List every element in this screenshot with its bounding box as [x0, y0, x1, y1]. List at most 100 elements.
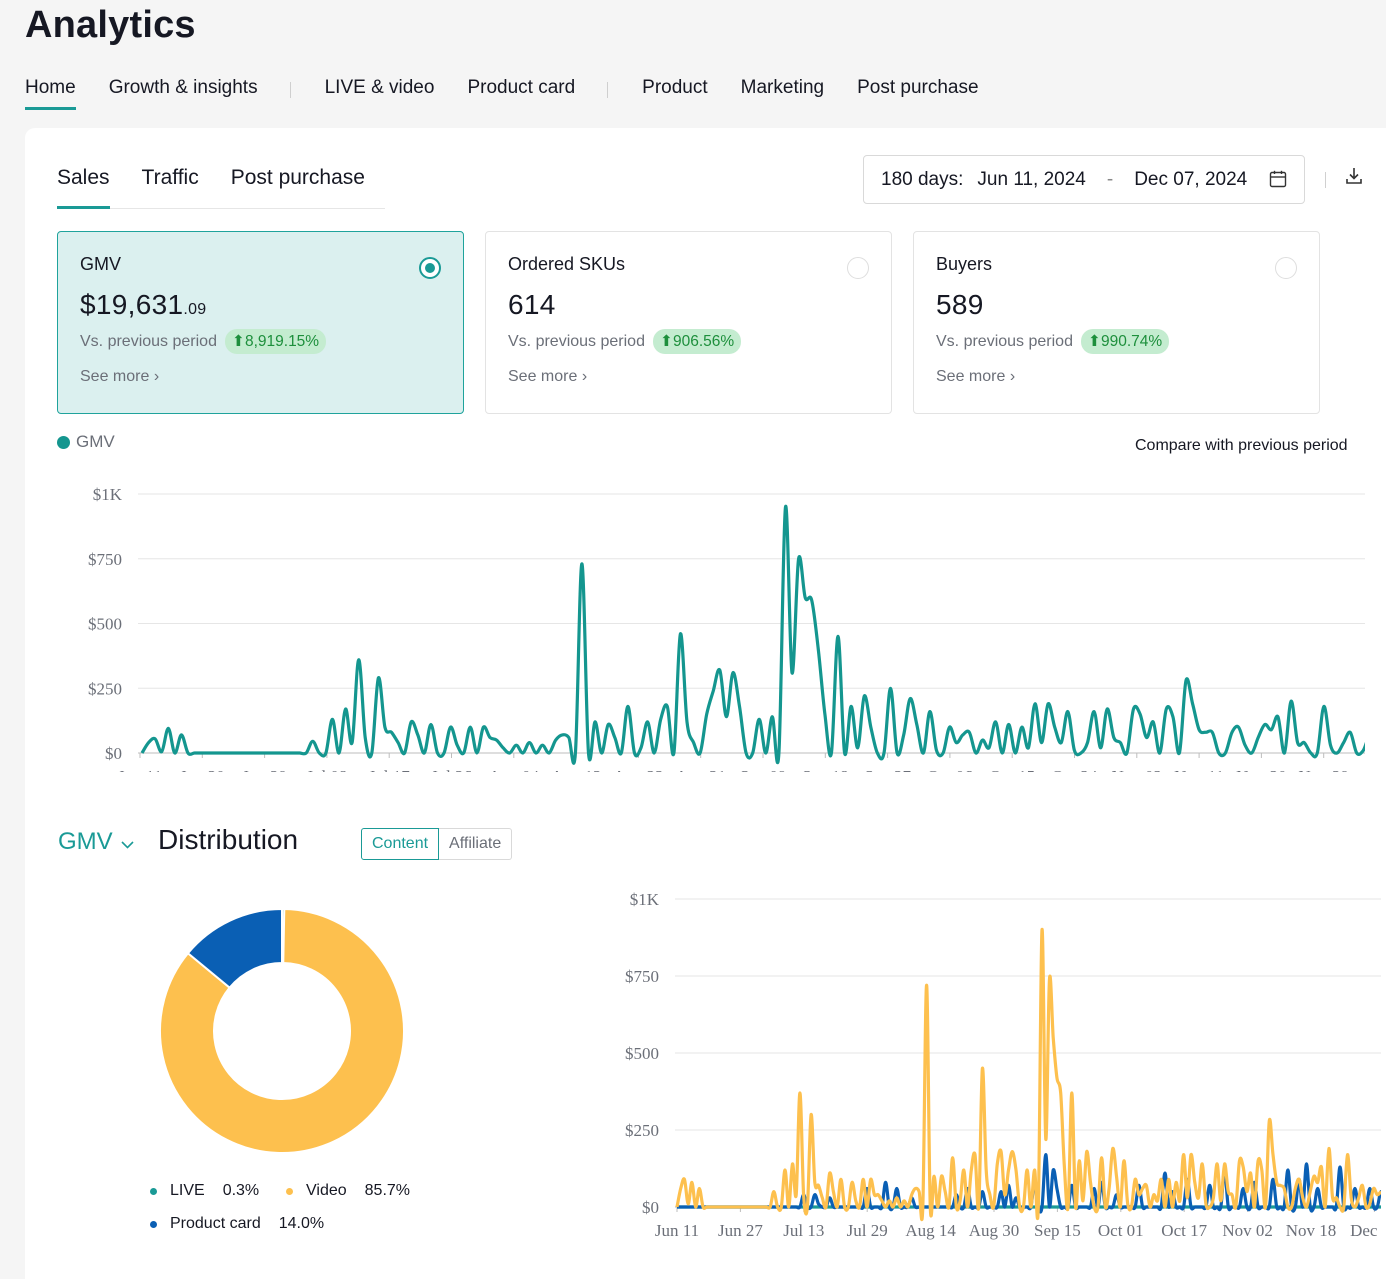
- tab-sales[interactable]: Sales: [57, 164, 110, 209]
- content-card: Sales Traffic Post purchase 180 days: Ju…: [25, 128, 1386, 1279]
- tab-post-purchase[interactable]: Post purchase: [230, 166, 365, 189]
- x-tick-label: Sep 15: [1034, 1221, 1081, 1240]
- legend-dot: [150, 1187, 157, 1195]
- distribution-donut-chart: [159, 908, 405, 1154]
- date-separator: -: [1106, 168, 1114, 190]
- metric-card-gmv[interactable]: GMV $19,631.09 Vs. previous period ⬆︎8,91…: [57, 231, 464, 414]
- change-badge: ⬆︎990.74%: [1080, 329, 1170, 354]
- x-tick-label: Jul 26: [431, 767, 472, 772]
- x-tick-label: Aug 31: [675, 767, 726, 772]
- y-tick-label: $750: [88, 550, 122, 569]
- change-badge: ⬆︎906.56%: [652, 329, 742, 354]
- y-tick-label: $750: [625, 967, 659, 986]
- x-tick-label: Oct 15: [989, 767, 1035, 772]
- x-tick-label: Jun 11: [118, 767, 162, 772]
- x-tick-label: Jul 13: [783, 1221, 824, 1240]
- metric-title: GMV: [80, 254, 122, 274]
- nav-live-video[interactable]: LIVE & video: [324, 77, 435, 98]
- x-tick-label: Jun 29: [242, 767, 287, 772]
- metric-card-ordered-skus[interactable]: Ordered SKUs 614 Vs. previous period ⬆︎90…: [485, 231, 892, 414]
- metric-radio[interactable]: [1275, 257, 1297, 279]
- donut-slice-video[interactable]: [159, 908, 405, 1154]
- x-tick-label: Jun 11: [655, 1221, 699, 1240]
- x-tick-label: Nov 02: [1222, 1221, 1273, 1240]
- date-range-picker[interactable]: 180 days: Jun 11, 2024 - Dec 07, 2024: [863, 155, 1305, 204]
- x-tick-label: Oct 17: [1161, 1221, 1207, 1240]
- sub-tabs: Sales Traffic Post purchase: [57, 164, 385, 209]
- metric-title: Buyers: [936, 254, 993, 274]
- legend-dot: [150, 1220, 157, 1228]
- x-tick-label: Jul 29: [847, 1221, 888, 1240]
- chevron-right-icon: ›: [153, 368, 160, 385]
- nav-marketing[interactable]: Marketing: [740, 77, 825, 98]
- metric-radio[interactable]: [419, 257, 441, 279]
- compare-previous-link[interactable]: Compare with previous period: [1135, 437, 1348, 454]
- x-tick-label: Dec 04: [1350, 1221, 1381, 1240]
- date-range-label: 180 days:: [881, 168, 964, 190]
- series-line-gmv: [140, 505, 1365, 765]
- x-tick-label: Nov 29: [1298, 767, 1349, 772]
- metric-value: 614: [508, 289, 556, 320]
- nav-divider: [289, 82, 291, 98]
- x-tick-label: Jul 17: [369, 767, 411, 772]
- x-tick-label: Nov 20: [1236, 767, 1287, 772]
- y-tick-label: $0: [642, 1198, 659, 1217]
- x-tick-label: Jul 08: [306, 767, 347, 772]
- metric-value: $19,631.09: [80, 289, 207, 320]
- chevron-right-icon: ›: [1009, 368, 1016, 385]
- legend-dot: [57, 435, 70, 449]
- nav-product[interactable]: Product: [642, 77, 708, 98]
- metric-value: 589: [936, 289, 984, 320]
- x-tick-label: Oct 01: [1098, 1221, 1144, 1240]
- x-tick-label: Aug 13: [551, 767, 602, 772]
- legend-item-live: LIVE 0.3%: [150, 1182, 259, 1200]
- nav-product-card[interactable]: Product card: [467, 77, 576, 98]
- main-nav: Home Growth & insights LIVE & video Prod…: [25, 77, 979, 113]
- trend-legend: GMV: [57, 432, 115, 452]
- calendar-icon[interactable]: [1269, 170, 1287, 194]
- toggle-affiliate[interactable]: Affiliate: [439, 828, 513, 860]
- x-tick-label: Aug 30: [969, 1221, 1020, 1240]
- donut-slice-product-card[interactable]: [186, 908, 283, 990]
- nav-growth-insights[interactable]: Growth & insights: [108, 77, 258, 98]
- x-tick-label: Sep 09: [740, 767, 787, 772]
- y-tick-label: $0: [105, 744, 122, 763]
- nav-post-purchase[interactable]: Post purchase: [857, 77, 979, 98]
- legend-item-video: Video 85.7%: [286, 1182, 410, 1200]
- y-tick-label: $500: [625, 1044, 659, 1063]
- download-icon[interactable]: [1344, 166, 1364, 191]
- metric-card-buyers[interactable]: Buyers 589 Vs. previous period ⬆︎990.74% …: [913, 231, 1320, 414]
- distribution-title: Distribution: [158, 824, 299, 855]
- metric-radio[interactable]: [847, 257, 869, 279]
- metric-compare: Vs. previous period ⬆︎8,919.15%: [80, 329, 463, 354]
- nav-home[interactable]: Home: [25, 77, 76, 110]
- y-tick-label: $1K: [630, 890, 660, 909]
- metric-select-label: GMV: [58, 828, 113, 855]
- metric-compare: Vs. previous period ⬆︎990.74%: [936, 329, 1319, 354]
- metric-select[interactable]: GMV: [58, 828, 134, 856]
- y-tick-label: $1K: [93, 485, 123, 504]
- chevron-down-icon: [121, 828, 134, 856]
- x-tick-label: Sep 18: [802, 767, 849, 772]
- legend-item-product-card: Product card 14.0%: [150, 1215, 324, 1233]
- series-line-video: [675, 928, 1381, 1222]
- content-affiliate-toggle: Content Affiliate: [361, 828, 513, 860]
- legend-label: GMV: [76, 432, 115, 451]
- x-tick-label: Nov 18: [1286, 1221, 1337, 1240]
- x-tick-label: Sep 27: [864, 767, 911, 772]
- see-more-link[interactable]: See more ›: [508, 368, 588, 385]
- y-tick-label: $250: [625, 1121, 659, 1140]
- x-tick-label: Oct 24: [1052, 767, 1098, 772]
- metric-title: Ordered SKUs: [508, 254, 626, 274]
- date-start[interactable]: Jun 11, 2024: [977, 168, 1086, 190]
- tab-traffic[interactable]: Traffic: [141, 166, 199, 189]
- date-end[interactable]: Dec 07, 2024: [1134, 168, 1248, 190]
- page-title: Analytics: [25, 4, 196, 46]
- see-more-link[interactable]: See more ›: [80, 368, 160, 385]
- x-tick-label: Aug 14: [905, 1221, 956, 1240]
- y-tick-label: $500: [88, 615, 122, 634]
- see-more-link[interactable]: See more ›: [936, 368, 1016, 385]
- toolbar-divider: [1325, 172, 1326, 188]
- distribution-trend-chart: $0 $250 $500 $750 $1K Jun 11 Jun 27 Jul 13 Jul 2…: [625, 890, 1381, 1240]
- toggle-content[interactable]: Content: [361, 828, 440, 860]
